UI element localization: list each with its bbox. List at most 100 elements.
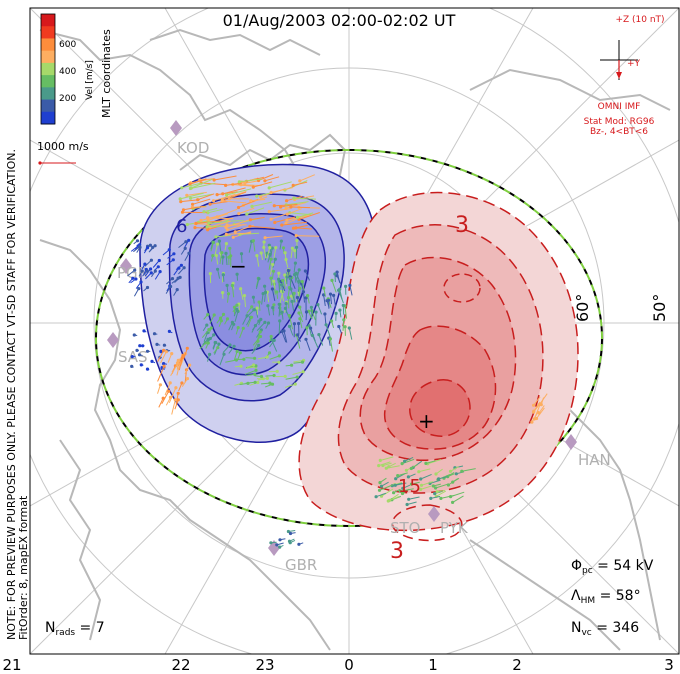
stats-block: Φpc = 54 kV ΛHM = 58° Nvc = 346 Nrads = … bbox=[45, 558, 654, 638]
vector-origin bbox=[448, 469, 453, 473]
vector-origin bbox=[374, 495, 378, 499]
vector-origin bbox=[222, 352, 226, 356]
vector-origin bbox=[301, 370, 305, 374]
vector-origin bbox=[263, 236, 267, 240]
vector-origin bbox=[295, 245, 299, 249]
velocity-vector bbox=[160, 351, 167, 364]
vector-origin bbox=[251, 185, 255, 189]
velocity-vector bbox=[213, 193, 236, 202]
imf-clock: +Z (10 nT) +Y OMNI IMF Stat Mod: RG96 Bz… bbox=[584, 15, 665, 137]
vector-origin bbox=[224, 251, 228, 255]
vector-origin bbox=[208, 202, 212, 206]
vector-origin bbox=[188, 182, 192, 186]
velocity-vector bbox=[217, 191, 238, 196]
hm-boundary-green bbox=[95, 149, 603, 527]
vector-origin bbox=[217, 239, 221, 243]
vector-origin bbox=[301, 290, 306, 294]
velocity-vector bbox=[296, 334, 301, 349]
station-kod: KOD bbox=[177, 139, 209, 157]
vector-origin bbox=[270, 287, 274, 291]
vector-origin bbox=[532, 403, 536, 407]
velocity-vector bbox=[181, 378, 188, 387]
colorbar-segment bbox=[41, 87, 55, 101]
vector-origin bbox=[250, 305, 254, 309]
vector-origin bbox=[236, 205, 241, 210]
vector-origin bbox=[235, 349, 239, 353]
vector-origin bbox=[295, 238, 299, 243]
vector-origin bbox=[275, 369, 279, 373]
vector-origin bbox=[347, 326, 351, 330]
velocity-vector bbox=[197, 193, 215, 201]
mlt-0: 0 bbox=[344, 656, 354, 674]
vector-origin bbox=[272, 204, 276, 208]
velocity-vector bbox=[181, 182, 202, 189]
vector-origin bbox=[149, 258, 153, 262]
vector-origin bbox=[324, 323, 328, 327]
velocity-vector bbox=[448, 478, 459, 486]
vector-origin bbox=[228, 246, 232, 250]
vector-origin bbox=[417, 470, 421, 474]
velocity-vector bbox=[378, 461, 391, 467]
vector-origin bbox=[234, 358, 238, 362]
vector-origin bbox=[348, 283, 352, 287]
velocity-vector bbox=[389, 495, 400, 501]
vector-origin bbox=[335, 274, 339, 278]
vector-origin bbox=[400, 462, 404, 466]
vector-origin bbox=[279, 239, 283, 243]
vector-origin bbox=[288, 531, 293, 536]
velocity-vector bbox=[440, 494, 455, 499]
vector-origin bbox=[181, 353, 185, 357]
vector-origin bbox=[310, 333, 315, 338]
vector-origin bbox=[224, 225, 228, 229]
velocity-vector bbox=[280, 281, 286, 292]
vector-origin bbox=[307, 324, 311, 328]
vector-origin bbox=[328, 292, 333, 296]
vector-origin bbox=[288, 541, 292, 545]
vector-origin bbox=[304, 337, 308, 341]
velocity-vector bbox=[226, 232, 252, 235]
mlt-23: 23 bbox=[255, 656, 274, 674]
velocity-vector bbox=[420, 473, 432, 480]
velocity-vector bbox=[333, 295, 337, 307]
vector-origin bbox=[251, 239, 255, 243]
imf-y-label: +Y bbox=[627, 59, 641, 69]
vector-origin bbox=[401, 486, 405, 490]
vector-origin bbox=[297, 321, 301, 326]
velocity-vector bbox=[225, 359, 237, 363]
vector-origin bbox=[335, 270, 339, 274]
velocity-vector bbox=[252, 240, 256, 252]
vector-origin bbox=[267, 210, 271, 214]
vector-origin bbox=[227, 197, 232, 201]
vector-origin bbox=[149, 267, 153, 271]
vector-origin bbox=[298, 286, 302, 290]
velocity-vector bbox=[290, 248, 293, 259]
vector-origin bbox=[158, 383, 162, 387]
velocity-vector bbox=[183, 205, 204, 211]
vector-origin bbox=[437, 477, 441, 481]
velocity-vector bbox=[285, 383, 296, 388]
vector-origin bbox=[404, 468, 408, 472]
station-labels: KOD PGR SAS HAN STO PYK GBR bbox=[117, 139, 611, 574]
vector-origin bbox=[156, 265, 160, 269]
velocity-vector bbox=[161, 391, 170, 404]
vector-origin bbox=[263, 320, 267, 324]
vector-origin bbox=[253, 356, 257, 360]
vector-origin bbox=[261, 292, 265, 296]
vector-origin bbox=[151, 245, 155, 249]
vector-origin bbox=[162, 343, 166, 347]
vector-origin bbox=[217, 342, 221, 346]
velocity-vector bbox=[222, 190, 247, 200]
vector-origin bbox=[255, 194, 259, 198]
vector-origin bbox=[207, 221, 211, 225]
velocity-vector bbox=[170, 363, 179, 376]
vector-origin bbox=[322, 293, 326, 297]
map-title: 01/Aug/2003 02:00-02:02 UT bbox=[223, 11, 456, 30]
velocity-vector bbox=[180, 192, 204, 200]
vector-origin bbox=[143, 262, 147, 266]
velocity-vector bbox=[278, 320, 281, 335]
velocity-vector bbox=[222, 200, 247, 204]
vector-origin bbox=[282, 329, 286, 333]
vector-origin bbox=[133, 268, 137, 272]
vector-origin bbox=[287, 314, 291, 318]
vector-origin bbox=[130, 355, 134, 359]
